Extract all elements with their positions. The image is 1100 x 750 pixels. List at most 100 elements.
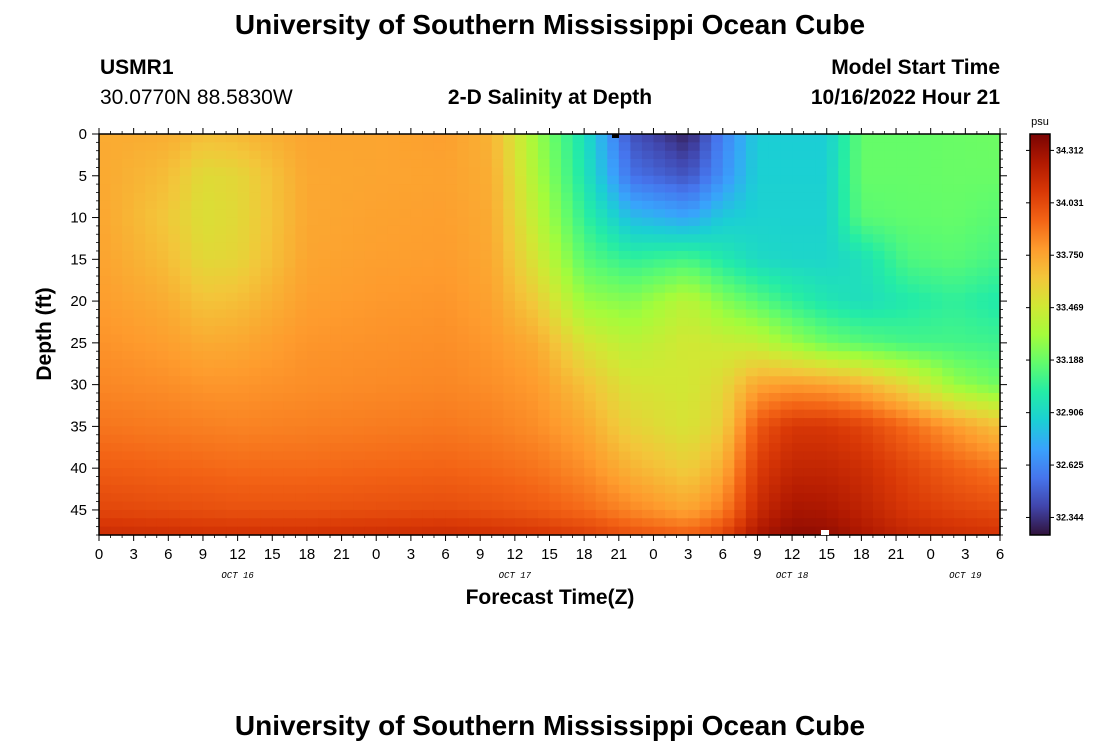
heatmap-cell	[457, 451, 470, 461]
heatmap-cell	[399, 192, 412, 202]
heatmap-cell	[988, 493, 1001, 503]
heatmap-cell	[965, 150, 978, 160]
heatmap-cell	[884, 459, 897, 469]
heatmap-cell	[803, 167, 816, 177]
heatmap-cell	[422, 359, 435, 369]
heatmap-cell	[549, 234, 562, 244]
heatmap-cell	[630, 284, 643, 294]
x-tick-label: 21	[888, 546, 905, 563]
heatmap-cell	[630, 359, 643, 369]
heatmap-cell	[191, 292, 204, 302]
heatmap-cell	[168, 284, 181, 294]
heatmap-cell	[953, 476, 966, 486]
heatmap-cell	[711, 376, 724, 386]
heatmap-cell	[480, 443, 493, 453]
heatmap-cell	[838, 367, 851, 377]
heatmap-cell	[896, 259, 909, 269]
heatmap-cell	[734, 367, 747, 377]
heatmap-cell	[318, 200, 331, 210]
heatmap-cell	[514, 292, 527, 302]
heatmap-cell	[653, 434, 666, 444]
heatmap-cell	[907, 359, 920, 369]
heatmap-cell	[179, 276, 193, 285]
heatmap-cell	[468, 443, 481, 453]
heatmap-cell	[734, 267, 747, 277]
heatmap-cell	[537, 476, 551, 486]
heatmap-cell	[341, 426, 354, 436]
heatmap-cell	[145, 493, 158, 503]
heatmap-cell	[260, 200, 273, 210]
heatmap-cell	[722, 200, 735, 210]
heatmap-cell	[537, 426, 551, 436]
heatmap-cell	[330, 159, 343, 169]
heatmap-cell	[537, 284, 551, 294]
heatmap-cell	[780, 184, 793, 194]
heatmap-cell	[283, 184, 296, 194]
heatmap-cell	[907, 200, 920, 210]
heatmap-cell	[214, 259, 227, 269]
heatmap-cell	[572, 192, 585, 202]
heatmap-cell	[110, 376, 123, 386]
heatmap-cell	[630, 384, 643, 394]
heatmap-cell	[110, 217, 123, 227]
heatmap-cell	[202, 401, 216, 411]
heatmap-cell	[191, 276, 204, 285]
heatmap-cell	[734, 509, 747, 519]
heatmap-cell	[653, 175, 666, 185]
heatmap-cell	[584, 334, 597, 344]
heatmap-cell	[838, 392, 851, 402]
heatmap-cell	[306, 367, 320, 377]
heatmap-cell	[745, 142, 759, 152]
heatmap-cell	[306, 301, 320, 311]
heatmap-cell	[526, 326, 539, 336]
heatmap-cell	[226, 134, 239, 143]
heatmap-cell	[214, 175, 227, 185]
heatmap-cell	[202, 342, 216, 352]
heatmap-cell	[757, 292, 770, 302]
heatmap-cell	[133, 468, 146, 478]
heatmap-cell	[792, 142, 805, 152]
heatmap-cell	[260, 217, 273, 227]
heatmap-cell	[953, 317, 966, 327]
heatmap-cell	[976, 309, 990, 319]
heatmap-cell	[133, 267, 146, 277]
heatmap-cell	[387, 142, 400, 152]
heatmap-cell	[711, 392, 724, 402]
heatmap-cell	[537, 367, 551, 377]
heatmap-cell	[549, 426, 562, 436]
heatmap-cell	[526, 292, 539, 302]
heatmap-cell	[283, 250, 296, 260]
heatmap-cell	[930, 192, 943, 202]
heatmap-cell	[514, 476, 527, 486]
heatmap-cell	[757, 301, 770, 311]
heatmap-cell	[607, 401, 620, 411]
heatmap-cell	[803, 225, 816, 235]
heatmap-cell	[757, 392, 770, 402]
heatmap-cell	[537, 250, 551, 260]
heatmap-cell	[168, 209, 181, 219]
heatmap-cell	[849, 351, 862, 361]
heatmap-cell	[815, 509, 828, 519]
y-tick-label: 35	[70, 418, 87, 435]
heatmap-cell	[618, 451, 631, 461]
heatmap-cell	[156, 200, 169, 210]
heatmap-cell	[537, 301, 551, 311]
heatmap-cell	[884, 192, 897, 202]
heatmap-cell	[503, 334, 516, 344]
heatmap-cell	[561, 401, 574, 411]
heatmap-cell	[641, 384, 655, 394]
heatmap-cell	[688, 468, 701, 478]
heatmap-cell	[202, 217, 216, 227]
heatmap-cell	[341, 476, 354, 486]
heatmap-cell	[618, 401, 631, 411]
heatmap-cell	[387, 317, 400, 327]
heatmap-cell	[330, 409, 343, 419]
heatmap-cell	[491, 167, 504, 177]
heatmap-cell	[965, 309, 978, 319]
heatmap-cell	[688, 493, 701, 503]
heatmap-cell	[584, 217, 597, 227]
heatmap-cell	[641, 209, 655, 219]
heatmap-cell	[364, 351, 377, 361]
heatmap-cell	[584, 159, 597, 169]
heatmap-cell	[306, 167, 320, 177]
